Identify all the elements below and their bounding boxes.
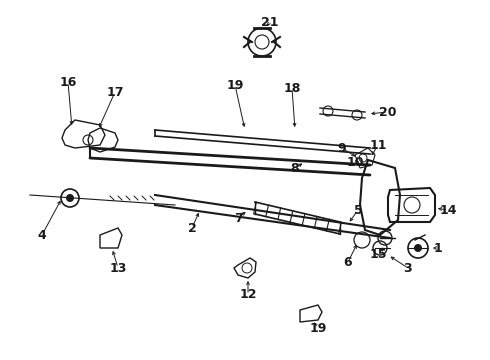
Text: 17: 17 <box>106 86 124 99</box>
Text: 6: 6 <box>343 256 352 269</box>
Text: 5: 5 <box>354 203 363 216</box>
Text: 9: 9 <box>338 141 346 154</box>
Text: 15: 15 <box>369 248 387 261</box>
Text: 8: 8 <box>291 162 299 175</box>
Text: 4: 4 <box>38 229 47 242</box>
Text: 19: 19 <box>226 78 244 91</box>
Text: 20: 20 <box>379 105 397 118</box>
Text: 1: 1 <box>434 242 442 255</box>
Text: 13: 13 <box>109 261 127 274</box>
Text: 14: 14 <box>439 203 457 216</box>
Text: 18: 18 <box>283 81 301 95</box>
Text: 11: 11 <box>369 139 387 152</box>
Circle shape <box>414 244 422 252</box>
Text: 12: 12 <box>239 288 257 302</box>
Text: 16: 16 <box>59 76 77 89</box>
Text: 3: 3 <box>404 261 412 274</box>
Text: 19: 19 <box>309 321 327 334</box>
Text: 21: 21 <box>261 15 279 28</box>
Circle shape <box>66 194 74 202</box>
Text: 7: 7 <box>234 212 243 225</box>
Text: 10: 10 <box>346 156 364 168</box>
Text: 2: 2 <box>188 221 196 234</box>
